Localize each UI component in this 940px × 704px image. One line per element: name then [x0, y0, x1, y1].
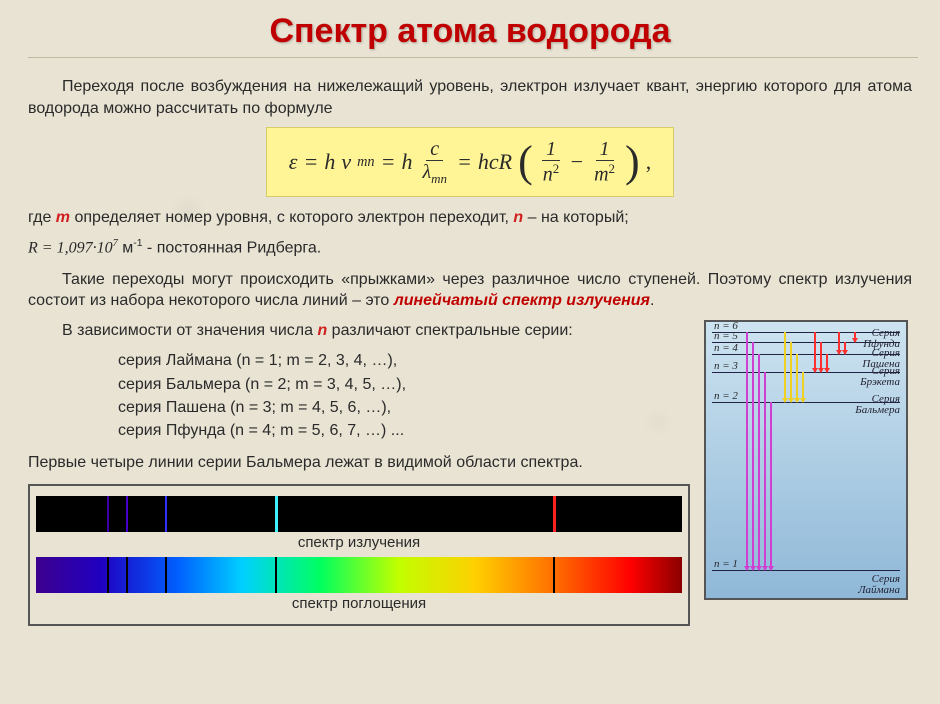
lparen: (	[518, 142, 533, 182]
transition-arrow	[838, 332, 840, 354]
eq: =	[303, 149, 318, 175]
emission-line	[553, 496, 556, 532]
absorption-line	[126, 557, 128, 593]
frac-1-m2: 1 m2	[590, 138, 619, 186]
absorption-line	[275, 557, 277, 593]
series-paschen: серия Пашена (n = 3; m = 4, 5, 6, …),	[118, 396, 690, 419]
transition-arrow	[820, 342, 822, 372]
hcR: hcR	[478, 149, 512, 175]
line-spectrum-emph: линейчатый спектр излучения	[394, 292, 650, 309]
absorption-line	[553, 557, 555, 593]
series-label: СерияБальмера	[855, 394, 900, 416]
n-var: n	[513, 209, 523, 226]
h2: h	[401, 149, 412, 175]
emission-line	[275, 496, 278, 532]
energy-formula: ε = hνmn = h c λmn = hcR ( 1 n2 − 1 m2 )…	[266, 127, 674, 197]
transition-arrow	[746, 332, 748, 570]
c: c	[426, 138, 443, 161]
level-label: n = 1	[714, 558, 738, 570]
emission-line	[107, 496, 109, 532]
emission-spectrum	[36, 496, 682, 532]
emission-line	[165, 496, 167, 532]
emission-label: спектр излучения	[36, 534, 682, 551]
right-column: n = 6n = 5n = 4n = 3n = 2n = 1СерияПфунд…	[704, 320, 912, 626]
transition-arrow	[764, 372, 766, 570]
rydberg-R: R	[28, 239, 38, 256]
transition-arrow	[854, 332, 856, 342]
content-row: В зависимости от значения числа n различ…	[28, 320, 912, 626]
spectrum-panel: спектр излучения спектр поглощения	[28, 484, 690, 626]
series-label: СерияБрэкета	[860, 366, 900, 388]
page-title: Спектр атома водорода	[28, 12, 912, 51]
transition-arrow	[802, 372, 804, 402]
rydberg-line: R = 1,097·107 м-1 - постоянная Ридберга.	[28, 237, 912, 259]
series-balmer: серия Бальмера (n = 2; m = 3, 4, 5, …),	[118, 373, 690, 396]
level-label: n = 3	[714, 360, 738, 372]
transition-arrow	[796, 354, 798, 402]
rparen: )	[625, 142, 640, 182]
transition-arrow	[758, 354, 760, 570]
absorption-line	[165, 557, 167, 593]
series-label: СерияЛаймана	[858, 574, 900, 596]
series-lyman: серия Лаймана (n = 1; m = 2, 3, 4, …),	[118, 349, 690, 372]
level-label: n = 2	[714, 390, 738, 402]
series-n: n	[317, 322, 327, 339]
transition-arrow	[814, 332, 816, 372]
transition-arrow	[826, 354, 828, 372]
series-list: серия Лаймана (n = 1; m = 2, 3, 4, …), с…	[118, 349, 690, 442]
h1: h	[324, 149, 335, 175]
intro-paragraph: Переходя после возбуждения на нижележащи…	[28, 76, 912, 119]
emission-line	[126, 496, 128, 532]
title-underline	[28, 57, 918, 58]
eq2: =	[381, 149, 396, 175]
frac-1-n2: 1 n2	[539, 138, 564, 186]
m-var: m	[56, 209, 70, 226]
comma: ,	[646, 149, 652, 175]
absorption-label: спектр поглощения	[36, 595, 682, 612]
energy-level-diagram: n = 6n = 5n = 4n = 3n = 2n = 1СерияПфунд…	[704, 320, 908, 600]
where-paragraph: где m определяет номер уровня, с которог…	[28, 207, 912, 229]
transitions-paragraph: Такие переходы могут происходить «прыжка…	[28, 269, 912, 312]
transition-arrow	[770, 402, 772, 570]
series-pfund: серия Пфунда (n = 4; m = 5, 6, 7, …) ...	[118, 419, 690, 442]
lambda-mn: λmn	[418, 161, 451, 186]
nu: ν	[341, 149, 351, 175]
eps: ε	[289, 149, 298, 175]
mn1: mn	[357, 154, 374, 171]
absorption-line	[107, 557, 109, 593]
balmer-note: Первые четыре линии серии Бальмера лежат…	[28, 452, 690, 474]
transition-arrow	[844, 342, 846, 354]
frac-c-lambda: c λmn	[418, 138, 451, 186]
eq3: =	[457, 149, 472, 175]
series-intro: В зависимости от значения числа n различ…	[28, 320, 690, 342]
transition-arrow	[784, 332, 786, 402]
left-column: В зависимости от значения числа n различ…	[28, 320, 690, 626]
minus: −	[569, 149, 584, 175]
transition-arrow	[790, 342, 792, 402]
level-label: n = 4	[714, 342, 738, 354]
absorption-spectrum	[36, 557, 682, 593]
level-label: n = 5	[714, 330, 738, 342]
energy-level	[712, 570, 900, 571]
transition-arrow	[752, 342, 754, 570]
